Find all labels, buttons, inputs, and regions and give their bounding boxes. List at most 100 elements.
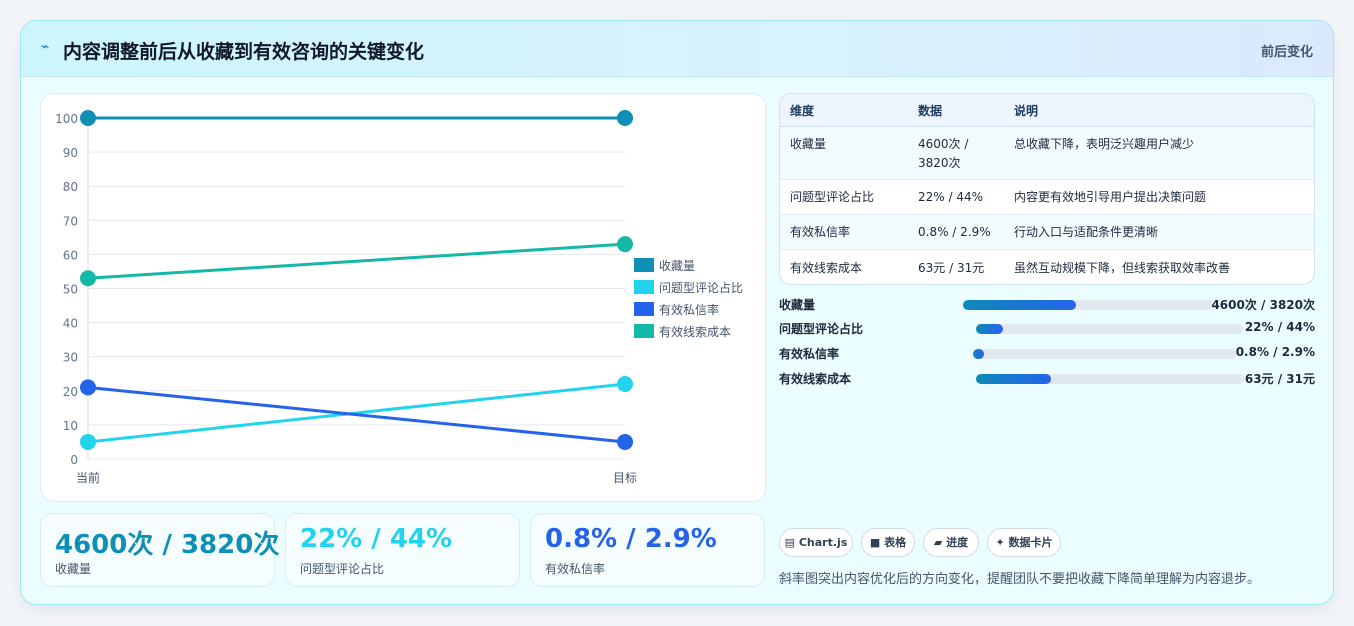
progress-value: 22% / 44% [1244,320,1315,334]
dashboard-card: ⌁ 内容调整前后从收藏到有效咨询的关键变化 前后变化 0 10 20 30 40 50 60… [20,20,1334,605]
chip-data-cards[interactable]: ✦ 数据卡片 [987,528,1061,557]
progress-icon: ▰ [933,536,943,549]
progress-track [963,300,1213,310]
progress-fill [963,300,1076,310]
slope-chart: 0 10 20 30 40 50 60 70 80 90 100 当前 目标 收藏量问题型评论占比有效私信… [55,110,743,485]
legend-label: 问题型评论占比 [659,280,743,295]
table-cell-dim: 问题型评论占比 [790,190,875,204]
progress-track [973,349,1237,359]
legend-swatch [634,324,654,338]
x-tick-label: 当前 [76,470,100,485]
data-point [80,110,96,126]
data-point [80,433,96,450]
chip-chartjs[interactable]: ▤ Chart.js [779,528,853,557]
progress-value: 0.8% / 2.9% [1235,345,1315,359]
data-point [617,110,633,126]
table-cell-data: 3820次 [918,156,961,170]
series-line [87,382,626,444]
sparkle-icon: ✦ [995,536,1005,549]
table-header-cell: 说明 [1014,104,1039,118]
progress-track [976,324,1243,334]
table-row: 有效线索成本 63元 / 31元 虽然互动规模下降，但线索获取效率改善 [780,250,1314,284]
legend-label: 有效线索成本 [659,324,731,339]
y-tick-label: 100 [55,112,78,126]
slope-chart-panel: 0 10 20 30 40 50 60 70 80 90 100 当前 目标 收藏量 问题型评论占比 有效私信… [40,93,766,502]
progress-label: 有效私信率 [779,347,840,361]
table-cell-data: 4600次 / [918,137,969,151]
progress-row: 有效私信率 0.8% / 2.9% [779,342,1315,364]
table-cell-dim: 有效私信率 [790,225,851,239]
progress-list: 收藏量 4600次 / 3820次 问题型评论占比 22% / 44% 有效私信… [779,291,1315,391]
data-point [80,379,96,396]
legend-swatch [634,280,654,294]
y-tick-label: 90 [63,146,78,160]
table-icon: ■ [869,536,881,549]
kpi-value: 22% / 44% [300,524,453,554]
kpi-label: 问题型评论占比 [300,562,385,576]
y-tick-label: 80 [63,180,78,194]
progress-label: 收藏量 [779,298,816,312]
progress-fill [976,374,1052,384]
progress-track [976,374,1244,384]
card-title: 内容调整前后从收藏到有效咨询的关键变化 [63,41,425,63]
y-tick-label: 30 [63,351,78,365]
y-tick-label: 20 [63,385,78,399]
data-point [617,375,633,392]
kpi-value: 4600次 / 3820次 [55,530,280,560]
progress-row: 收藏量 4600次 / 3820次 [779,293,1315,315]
data-point [617,433,633,450]
kpi-card-question-comments: 22% / 44% 问题型评论占比 [285,513,520,587]
progress-label: 有效线索成本 [779,372,852,386]
table-cell-dim: 有效线索成本 [790,261,863,275]
data-point [80,270,96,287]
chip-label: 数据卡片 [1008,536,1053,549]
table-row: 有效私信率 0.8% / 2.9% 行动入口与适配条件更清晰 [780,215,1314,250]
series-line [87,385,626,444]
y-tick-label: 60 [63,248,78,262]
series-line [87,242,626,280]
progress-label: 问题型评论占比 [779,322,864,336]
legend-label: 收藏量 [659,259,695,273]
table-cell-data: 0.8% / 2.9% [918,225,991,239]
progress-value: 63元 / 31元 [1244,372,1315,386]
y-tick-label: 50 [63,283,78,297]
kpi-card-dm-rate: 0.8% / 2.9% 有效私信率 [530,513,765,587]
table-header: 维度 数据 说明 [780,94,1314,127]
table-cell-note: 总收藏下降，表明泛兴趣用户减少 [1014,137,1195,151]
kpi-label: 收藏量 [55,562,92,576]
kpi-value: 0.8% / 2.9% [545,524,717,554]
card-header: ⌁ 内容调整前后从收藏到有效咨询的关键变化 前后变化 [21,21,1333,77]
table-row: 收藏量 4600次 / 3820次 总收藏下降，表明泛兴趣用户减少 [780,127,1314,180]
kpi-label: 有效私信率 [545,562,606,576]
table-row: 问题型评论占比 22% / 44% 内容更有效地引导用户提出决策问题 [780,180,1314,215]
legend-swatch [634,302,654,316]
table-cell-data: 22% / 44% [918,190,984,204]
legend-label: 有效私信率 [659,302,719,317]
legend-swatch [634,258,654,272]
table-header-cell: 维度 [790,104,815,118]
table-cell-note: 行动入口与适配条件更清晰 [1014,225,1159,239]
y-tick-label: 40 [63,317,78,331]
header-badge: 前后变化 [1260,45,1313,60]
chart-icon: ▤ [784,536,796,549]
kpi-card-favorites: 4600次 / 3820次 收藏量 [40,513,279,587]
y-tick-label: 70 [63,214,78,228]
table-header-cell: 数据 [918,104,943,118]
progress-row: 有效线索成本 63元 / 31元 [779,367,1315,389]
x-tick-label: 目标 [613,471,637,485]
progress-value: 4600次 / 3820次 [1211,298,1315,312]
y-tick-label: 0 [70,453,78,467]
chip-table[interactable]: ■ 表格 [861,528,915,557]
chip-label: 表格 [884,536,907,549]
footer-note: 斜率图突出内容优化后的方向变化，提醒团队不要把收藏下降简单理解为内容退步。 [779,572,1261,587]
table-cell-note: 内容更有效地引导用户提出决策问题 [1014,190,1207,204]
progress-fill [973,349,984,359]
chip-label: Chart.js [798,536,848,549]
lightning-icon: ⌁ [41,39,50,55]
chip-progress[interactable]: ▰ 进度 [923,528,979,557]
comparison-table: 维度 数据 说明 收藏量 4600次 / 3820次 总收藏下降，表明泛兴趣用户… [779,93,1315,285]
chip-label: 进度 [946,536,969,549]
data-point [617,236,633,253]
table-cell-dim: 收藏量 [790,137,827,151]
table-cell-note: 虽然互动规模下降，但线索获取效率改善 [1014,261,1231,275]
